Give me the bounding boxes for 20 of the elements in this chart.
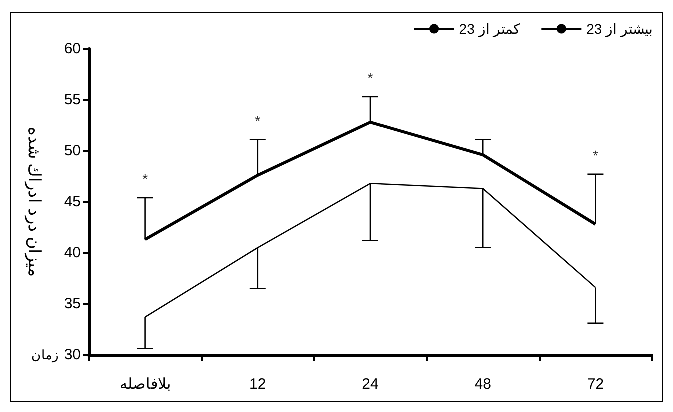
x-tick-label: بلافاصله	[120, 376, 171, 393]
x-tick-label: 72	[587, 376, 604, 393]
y-tick-label: 60	[64, 40, 81, 58]
legend-label: بیشتر از 23	[586, 21, 654, 38]
x-tick-label: 48	[474, 376, 492, 393]
annotation: *	[255, 112, 262, 129]
x-tick-label: 24	[362, 376, 379, 393]
annotation: *	[142, 170, 149, 187]
y-tick-label: 35	[64, 296, 81, 312]
y-tick-label: 40	[64, 244, 81, 262]
y-axis-title: میزان درد ادراك شده	[24, 126, 44, 278]
y-tick-label: 30	[64, 346, 81, 364]
annotation: *	[368, 70, 374, 86]
y-tick-label: 55	[64, 92, 81, 108]
x-axis-title: زمان	[31, 348, 58, 364]
x-tick-label: 12	[250, 376, 266, 393]
annotation: *	[592, 147, 599, 164]
legend-label: کمتر از 23	[459, 21, 521, 38]
y-tick-label: 50	[64, 142, 81, 160]
y-tick-label: 45	[64, 194, 81, 210]
